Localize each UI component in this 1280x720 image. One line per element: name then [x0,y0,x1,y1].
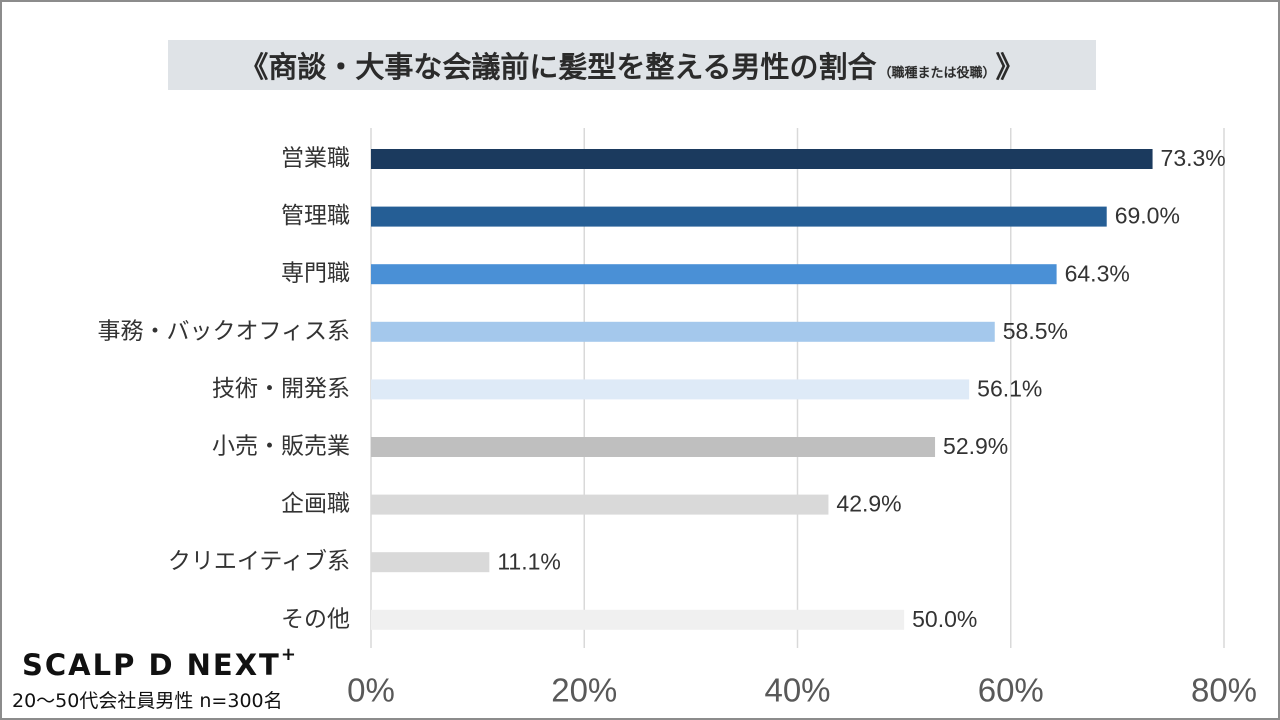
data-label: 50.0% [912,606,977,632]
category-label: クリエイティブ系 [168,549,350,575]
category-label: 小売・販売業 [212,434,350,460]
bar [371,149,1153,169]
chart-title: 《商談・大事な会議前に髪型を整える男性の割合 （職種または役職） 》 [168,40,1096,90]
category-label: その他 [281,606,350,632]
brand-logo: SCALP D NEXT+ [22,644,298,682]
brand-logo-text: SCALP D NEXT [22,648,281,682]
x-tick-label: 20% [551,672,617,709]
bar [371,437,936,457]
data-label: 73.3% [1161,145,1226,171]
chart-title-main: 《商談・大事な会議前に髪型を整える男性の割合 [239,50,877,84]
category-label: 営業職 [281,146,350,172]
bar [371,494,829,515]
bar [371,379,970,400]
x-tick-label: 0% [347,672,395,709]
x-tick-label: 80% [1191,672,1257,709]
bar [371,206,1107,227]
data-label: 11.1% [497,548,561,574]
category-label: 事務・バックオフィス系 [97,318,350,344]
bar [371,321,995,342]
data-label: 64.3% [1065,260,1130,286]
bar [371,552,490,573]
bar [371,609,905,630]
category-label: 企画職 [281,491,350,517]
x-tick-label: 40% [764,672,830,709]
data-label: 52.9% [943,433,1008,459]
data-label: 69.0% [1115,203,1180,229]
category-label: 技術・開発系 [212,376,350,402]
brand-logo-mark: + [280,644,298,666]
category-label: 管理職 [281,203,350,229]
x-tick-label: 60% [978,672,1044,709]
data-label: 42.9% [836,491,901,517]
category-label: 専門職 [281,261,350,287]
data-label: 56.1% [977,375,1042,401]
bar [371,264,1057,285]
sample-note: 20～50代会社員男性 n=300名 [12,690,283,712]
data-label: 58.5% [1003,318,1068,344]
chart-title-close: 》 [995,50,1025,84]
chart-title-sub: （職種または役職） [878,65,996,81]
